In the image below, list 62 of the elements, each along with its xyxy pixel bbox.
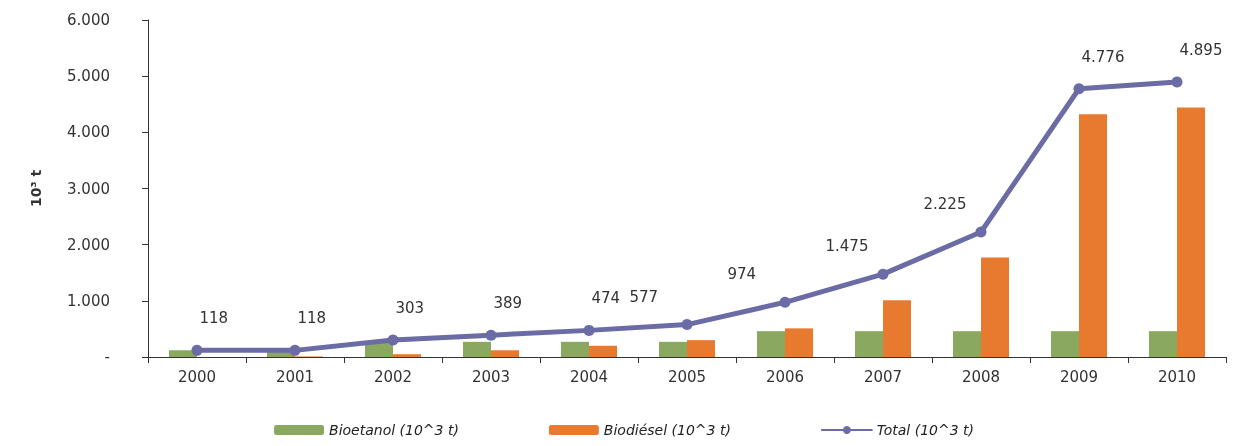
- data-label: 1.475: [825, 237, 869, 256]
- point: [975, 226, 987, 238]
- point: [583, 324, 595, 336]
- bar: [561, 341, 589, 357]
- legend-label: Biodiésel (10^3 t): [603, 422, 731, 438]
- x-tick-label: 2002: [373, 367, 413, 386]
- y-tick-label: 1.000: [67, 291, 110, 310]
- x-tick-label: 2005: [667, 367, 707, 386]
- legend-label: Bioetanol (10^3 t): [329, 422, 459, 438]
- data-label: 474: [591, 289, 621, 308]
- x-tick-label: 2009: [1059, 367, 1099, 386]
- bar: [1051, 331, 1079, 357]
- data-label: 4.895: [1179, 41, 1223, 60]
- x-tick-label: 2008: [961, 367, 1001, 386]
- y-axis-title: 10³ t: [28, 169, 44, 208]
- bar: [855, 331, 883, 357]
- point: [485, 329, 497, 341]
- bar: [659, 341, 687, 357]
- bar: [687, 340, 715, 357]
- bar: [757, 331, 785, 357]
- y-tick-label: 6.000: [67, 11, 110, 29]
- bar: [883, 300, 911, 357]
- legend-label: Total (10^3 t): [876, 422, 974, 438]
- data-label: 974: [727, 265, 757, 284]
- y-tick-label: 5.000: [67, 67, 110, 86]
- bar: [1149, 331, 1177, 357]
- y-tick-label: 4.000: [67, 123, 110, 142]
- x-tick-label: 2001: [275, 367, 315, 386]
- point: [1171, 76, 1183, 88]
- bar: [589, 345, 617, 357]
- bar: [365, 342, 393, 357]
- data-label: 303: [395, 298, 425, 317]
- bar: [1079, 114, 1107, 357]
- point: [681, 319, 693, 331]
- y-tick-label: 2.000: [67, 235, 110, 254]
- bar: [953, 331, 981, 357]
- data-label: 118: [199, 309, 229, 328]
- point: [877, 268, 889, 280]
- bar: [981, 257, 1009, 357]
- data-label: 577: [629, 287, 659, 306]
- data-label: 2.225: [923, 195, 967, 214]
- x-tick-label: 2007: [863, 367, 903, 386]
- x-tick-label: 2004: [569, 367, 609, 386]
- data-label: 118: [297, 309, 327, 328]
- point: [191, 344, 203, 356]
- point: [779, 296, 791, 308]
- data-label: 389: [493, 294, 523, 313]
- point: [387, 334, 399, 346]
- y-tick-label: 3.000: [67, 179, 110, 198]
- x-tick-label: 2010: [1157, 367, 1197, 386]
- bar: [463, 341, 491, 357]
- bar: [785, 328, 813, 357]
- bar: [393, 354, 421, 357]
- bar: [491, 350, 519, 357]
- data-label: 4.776: [1081, 47, 1125, 66]
- point: [289, 344, 301, 356]
- point: [1073, 83, 1085, 95]
- x-tick-label: 2000: [177, 367, 217, 386]
- x-tick-label: 2003: [471, 367, 511, 386]
- bar: [1177, 107, 1205, 357]
- x-tick-label: 2006: [765, 367, 805, 386]
- y-tick-label: -: [104, 348, 110, 366]
